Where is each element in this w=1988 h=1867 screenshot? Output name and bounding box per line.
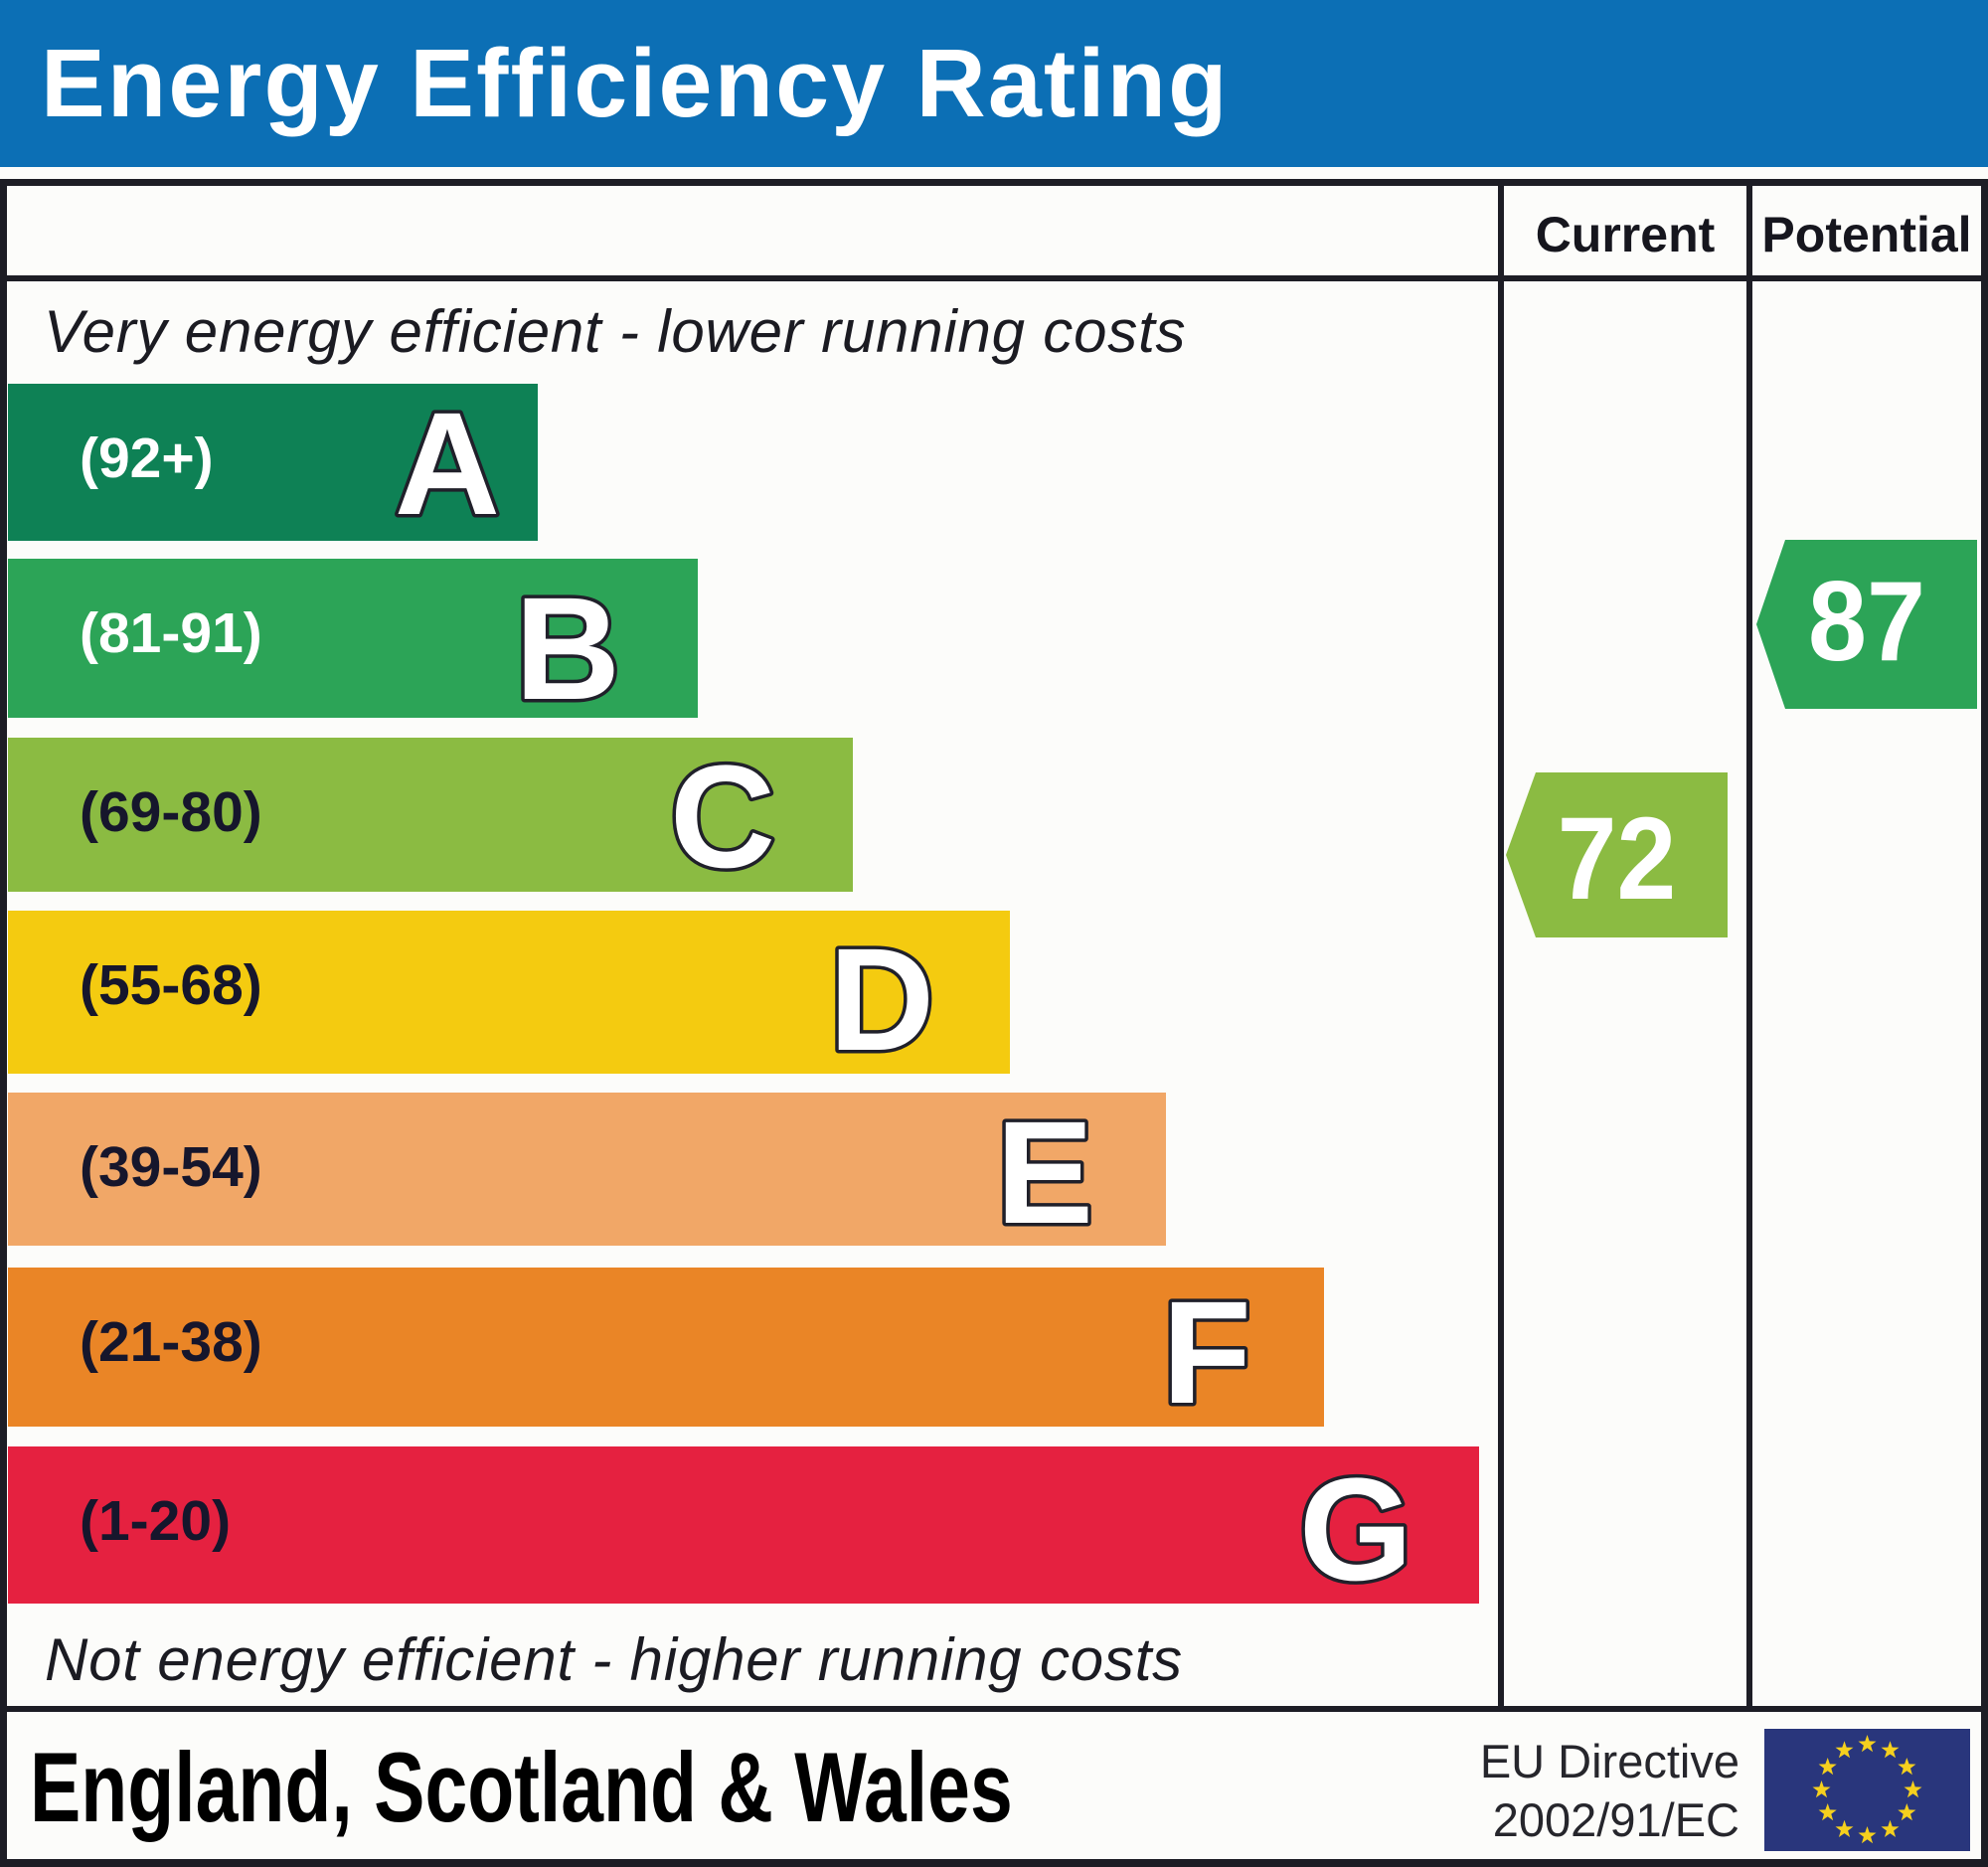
svg-text:E: E bbox=[996, 1092, 1093, 1255]
svg-text:B: B bbox=[515, 568, 620, 731]
svg-text:G: G bbox=[1299, 1448, 1412, 1612]
svg-text:A: A bbox=[395, 383, 500, 546]
svg-text:D: D bbox=[829, 919, 934, 1082]
svg-text:C: C bbox=[670, 736, 775, 899]
svg-text:F: F bbox=[1162, 1272, 1251, 1435]
